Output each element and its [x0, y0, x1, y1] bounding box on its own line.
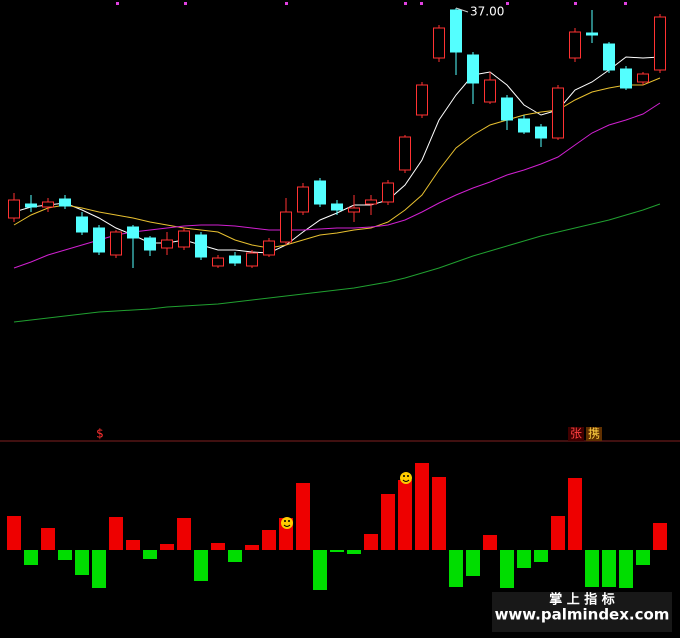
candle-body: [93, 227, 105, 253]
candle-body: [569, 31, 581, 59]
histogram-bar: [398, 480, 412, 550]
histogram-bar: [160, 544, 174, 550]
histogram-bar: [7, 516, 21, 550]
candle-body: [229, 255, 241, 264]
candle-body: [42, 201, 54, 208]
watermark-name: 掌 上 指 标: [549, 592, 615, 608]
candle-body: [59, 198, 71, 207]
candle-body: [195, 234, 207, 258]
histogram-bar: [296, 483, 310, 550]
candle-body: [280, 211, 292, 243]
histogram-bar: [364, 534, 378, 550]
histogram-bar: [636, 550, 650, 565]
histogram-bar: [211, 543, 225, 550]
histogram-bar: [551, 516, 565, 550]
histogram-bar: [483, 535, 497, 550]
candle-body: [518, 118, 530, 133]
candle-body: [263, 240, 275, 256]
histogram-bar: [262, 530, 276, 550]
candle-body: [416, 84, 428, 116]
candle-body: [144, 237, 156, 251]
candle-body: [603, 43, 615, 71]
signal-box: [568, 427, 584, 441]
histogram-bar: [449, 550, 463, 587]
histogram-bar: [41, 528, 55, 550]
histogram-bar: [432, 477, 446, 550]
plot: 37.00: [7, 5, 667, 590]
candle-body: [484, 79, 496, 103]
histogram-bar: [143, 550, 157, 559]
candle-body: [178, 230, 190, 248]
histogram-bar: [602, 550, 616, 587]
annotation: 37.00: [470, 5, 504, 19]
candle-body: [25, 203, 37, 208]
signal-mark: $: [96, 427, 104, 441]
histogram-bar: [245, 545, 259, 550]
candle-body: [365, 199, 377, 205]
candle-body: [110, 231, 122, 256]
histogram-bar: [585, 550, 599, 587]
histogram-bar: [517, 550, 531, 568]
candle-body: [586, 32, 598, 36]
histogram-bar: [381, 494, 395, 550]
histogram-bar: [177, 518, 191, 550]
candle-body: [8, 199, 20, 219]
top-dots: [116, 2, 627, 5]
watermark-url: www.palmindex.com: [495, 606, 670, 624]
histogram-bar: [500, 550, 514, 588]
candle-body: [314, 180, 326, 205]
histogram-bar: [75, 550, 89, 575]
candle-body: [501, 97, 513, 121]
ma-line: [13, 203, 661, 323]
candle-body: [246, 252, 258, 267]
histogram-bar: [92, 550, 106, 588]
histogram-bar: [653, 523, 667, 550]
candle-body: [637, 73, 649, 83]
histogram-bar: [466, 550, 480, 576]
histogram-bar: [58, 550, 72, 560]
histogram-bar: [415, 463, 429, 550]
histogram-bar: [330, 550, 344, 552]
candle-body: [331, 203, 343, 211]
candle-body: [399, 136, 411, 171]
candle-body: [467, 54, 479, 84]
candle-body: [620, 68, 632, 89]
histogram-bar: [568, 478, 582, 550]
candle-body: [382, 182, 394, 203]
histogram-bar: [228, 550, 242, 562]
histogram-bar: [347, 550, 361, 554]
signal-mark: 张: [570, 427, 582, 441]
candle-body: [654, 16, 666, 71]
candle-body: [297, 186, 309, 213]
signal-box: [586, 427, 602, 441]
histogram-bar: [109, 517, 123, 550]
candle-body: [450, 9, 462, 53]
candle-body: [535, 126, 547, 139]
candle-body: [127, 226, 139, 239]
watermark-box: [492, 592, 672, 632]
histogram-bar: [313, 550, 327, 590]
annotation-line: [455, 7, 469, 13]
candle-body: [212, 257, 224, 267]
candle-body: [433, 27, 445, 59]
histogram-bar: [194, 550, 208, 581]
candle-body: [76, 216, 88, 233]
histogram-bar: [24, 550, 38, 565]
signal-mark: 携: [588, 426, 600, 441]
candle-body: [348, 207, 360, 213]
histogram-bar: [534, 550, 548, 562]
histogram-bar: [126, 540, 140, 550]
candle-body: [552, 87, 564, 139]
smiley: [281, 472, 412, 529]
histogram-bar: [619, 550, 633, 588]
candle-body: [161, 239, 173, 249]
